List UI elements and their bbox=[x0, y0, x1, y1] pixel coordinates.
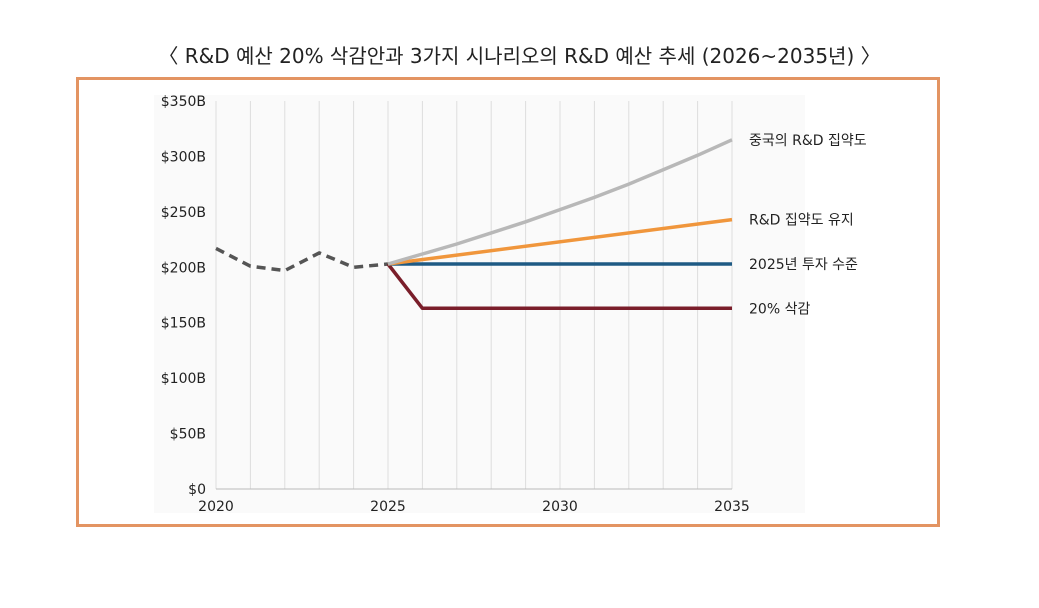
x-tick-label: 2020 bbox=[198, 499, 234, 515]
chart-frame: $0 $50B $100B $150B $200B $250B $300B $350B 2020… bbox=[76, 77, 940, 527]
legend-label-cut-20: 20% 삭감 bbox=[749, 301, 810, 317]
grid-layer bbox=[154, 95, 805, 513]
x-tick-label: 2035 bbox=[714, 499, 750, 515]
series-line-historical bbox=[215, 246, 389, 273]
axis-layer: $0 $50B $100B $150B $200B $250B $300B $350B 2020… bbox=[161, 94, 750, 515]
series-line-cut-20 bbox=[386, 262, 732, 311]
series-line-china-intensity bbox=[387, 138, 733, 266]
y-tick-label: $150B bbox=[161, 316, 206, 332]
series-line-maintain-intensity bbox=[387, 217, 733, 266]
y-tick-label: $250B bbox=[161, 205, 206, 221]
chart-title: 〈 R&D 예산 20% 삭감안과 3가지 시나리오의 R&D 예산 추세 (2… bbox=[158, 44, 881, 68]
y-tick-label: $300B bbox=[161, 149, 206, 165]
y-tick-label: $350B bbox=[161, 94, 206, 110]
y-tick-label: $0 bbox=[188, 482, 206, 498]
series-layer bbox=[215, 138, 733, 311]
y-tick-label: $200B bbox=[161, 260, 206, 276]
legend-label-china-intensity: 중국의 R&D 집약도 bbox=[749, 133, 867, 149]
y-tick-label: $50B bbox=[170, 427, 206, 443]
legend-label-level-2025: 2025년 투자 수준 bbox=[749, 257, 858, 273]
legend-label-maintain-intensity: R&D 집약도 유지 bbox=[749, 213, 854, 229]
y-tick-label: $100B bbox=[161, 371, 206, 387]
x-tick-label: 2025 bbox=[370, 499, 406, 515]
plot-background bbox=[154, 95, 805, 513]
label-layer: 20% 삭감 2025년 투자 수준 R&D 집약도 유지 중국의 R&D 집약도 bbox=[749, 133, 867, 318]
chart-svg: $0 $50B $100B $150B $200B $250B $300B $350B 2020… bbox=[154, 94, 867, 515]
x-tick-label: 2030 bbox=[542, 499, 578, 515]
